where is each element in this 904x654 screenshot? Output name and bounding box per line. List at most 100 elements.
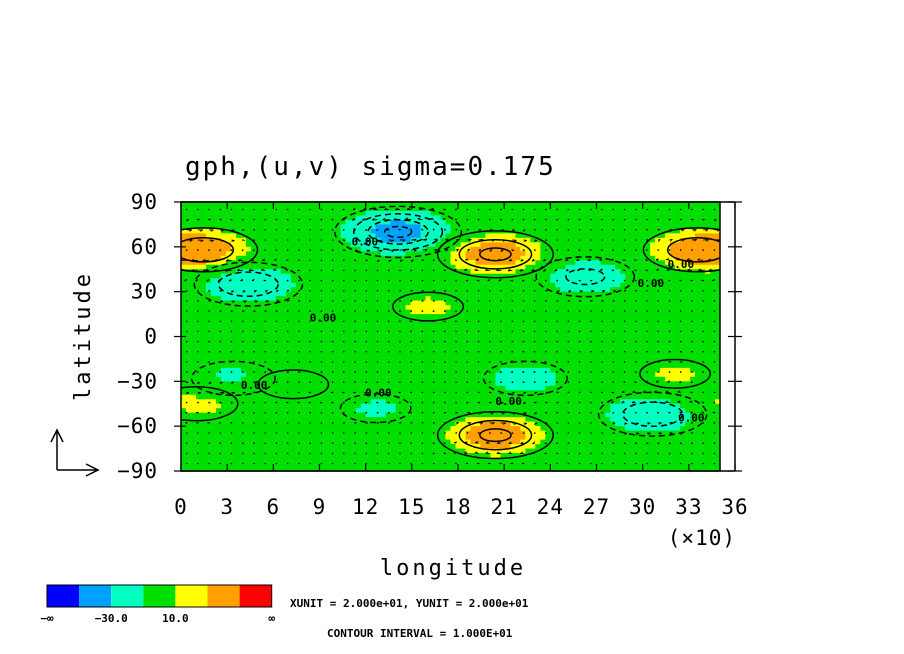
field-cell bbox=[525, 390, 531, 396]
field-cell bbox=[455, 291, 462, 297]
field-cell bbox=[620, 255, 626, 261]
field-cell bbox=[565, 381, 571, 387]
field-cell bbox=[285, 206, 292, 212]
field-cell bbox=[420, 305, 427, 311]
field-cell bbox=[570, 372, 576, 378]
field-cell bbox=[265, 296, 272, 302]
field-cell bbox=[250, 367, 257, 373]
field-cell bbox=[550, 323, 556, 329]
field-cell bbox=[215, 332, 222, 338]
field-cell bbox=[445, 224, 452, 230]
field-cell bbox=[235, 219, 242, 226]
field-cell bbox=[435, 309, 442, 315]
field-cell bbox=[205, 224, 212, 230]
field-cell bbox=[255, 282, 262, 288]
field-cell bbox=[500, 282, 506, 288]
field-cell bbox=[465, 323, 472, 329]
field-cell bbox=[265, 210, 272, 217]
field-cell bbox=[375, 251, 382, 257]
field-cell bbox=[455, 390, 462, 396]
field-cell bbox=[445, 305, 452, 311]
field-cell bbox=[480, 323, 487, 329]
field-cell bbox=[190, 287, 197, 293]
field-cell bbox=[210, 255, 217, 261]
field-cell bbox=[470, 354, 477, 360]
field-cell bbox=[450, 233, 457, 239]
field-cell bbox=[610, 394, 616, 400]
field-cell bbox=[280, 237, 287, 243]
field-cell bbox=[525, 367, 531, 373]
field-cell bbox=[580, 264, 586, 270]
field-cell bbox=[465, 354, 472, 360]
field-cell bbox=[330, 291, 337, 297]
field-cell bbox=[460, 278, 467, 284]
field-cell bbox=[550, 224, 556, 230]
field-cell bbox=[540, 367, 546, 373]
field-cell bbox=[520, 399, 526, 405]
field-cell bbox=[710, 354, 716, 360]
field-cell bbox=[240, 309, 247, 315]
field-cell bbox=[600, 332, 606, 338]
field-cell bbox=[315, 237, 322, 243]
field-cell bbox=[505, 349, 511, 356]
field-cell bbox=[325, 264, 332, 270]
field-cell bbox=[420, 219, 427, 226]
field-cell bbox=[505, 332, 511, 338]
field-cell bbox=[181, 264, 187, 270]
field-cell bbox=[280, 408, 287, 414]
field-cell bbox=[420, 309, 427, 315]
field-cell bbox=[500, 269, 506, 275]
field-cell bbox=[525, 269, 531, 275]
field-cell bbox=[560, 340, 566, 347]
field-cell bbox=[450, 206, 457, 212]
field-cell bbox=[295, 264, 302, 270]
field-cell bbox=[645, 314, 651, 320]
field-cell bbox=[385, 287, 392, 293]
field-cell bbox=[655, 282, 661, 288]
field-cell bbox=[250, 269, 257, 275]
field-cell bbox=[560, 363, 566, 369]
field-cell bbox=[215, 408, 222, 414]
field-cell bbox=[325, 251, 332, 257]
field-cell bbox=[680, 367, 686, 373]
field-cell bbox=[525, 255, 531, 261]
field-cell bbox=[395, 282, 402, 288]
field-cell bbox=[655, 403, 661, 409]
field-cell bbox=[280, 358, 287, 364]
field-cell bbox=[400, 282, 407, 288]
field-cell bbox=[355, 202, 362, 208]
field-cell bbox=[205, 314, 212, 320]
field-cell bbox=[690, 210, 696, 217]
field-cell bbox=[220, 224, 227, 230]
field-cell bbox=[235, 206, 242, 212]
field-cell bbox=[210, 300, 217, 306]
field-cell bbox=[360, 273, 367, 279]
field-cell bbox=[305, 202, 312, 208]
field-cell bbox=[340, 309, 347, 315]
field-cell bbox=[435, 296, 442, 302]
field-cell bbox=[635, 381, 641, 387]
field-cell bbox=[305, 215, 312, 221]
field-cell bbox=[300, 327, 307, 333]
field-cell bbox=[475, 305, 482, 311]
field-cell bbox=[555, 210, 561, 217]
field-cell bbox=[365, 269, 372, 275]
field-cell bbox=[450, 260, 457, 266]
field-cell bbox=[555, 399, 561, 405]
field-cell bbox=[185, 318, 192, 324]
field-cell bbox=[435, 291, 442, 297]
field-cell bbox=[495, 282, 502, 288]
field-cell bbox=[330, 278, 337, 284]
field-cell bbox=[675, 372, 681, 378]
field-cell bbox=[600, 385, 606, 391]
field-cell bbox=[605, 242, 611, 248]
field-cell bbox=[350, 314, 357, 320]
field-cell bbox=[325, 215, 332, 221]
field-cell bbox=[245, 327, 252, 333]
field-cell bbox=[635, 233, 641, 239]
field-cell bbox=[640, 224, 646, 230]
field-cell bbox=[185, 255, 192, 261]
field-cell bbox=[190, 376, 197, 382]
field-cell bbox=[625, 367, 631, 373]
field-cell bbox=[405, 282, 412, 288]
